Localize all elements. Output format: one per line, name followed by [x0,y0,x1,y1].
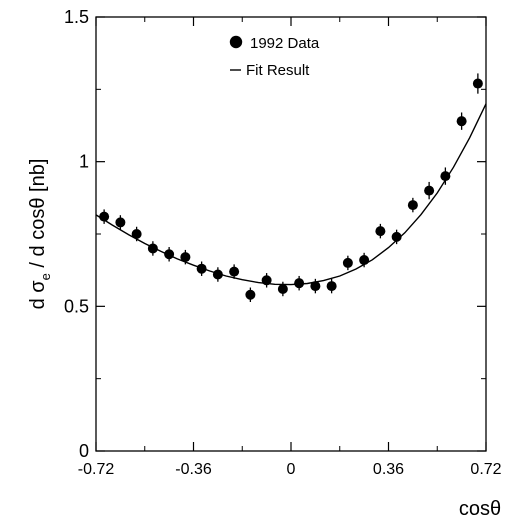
data-point [375,226,386,237]
data-point [472,78,483,89]
y-tick-label: 1.5 [64,7,89,27]
data-point [424,185,435,196]
data-point [456,116,467,127]
data-point [277,283,288,294]
data-point [359,255,370,266]
y-tick-label: 0.5 [64,296,89,316]
x-axis-label: cosθ [459,498,501,520]
y-axis-label-rest: / d cosθ [nb] [27,159,49,274]
legend: 1992 Data Fit Result [229,35,320,79]
plot-frame [95,16,487,452]
x-tick-label: 0.36 [373,461,404,478]
x-tick-label: -0.72 [78,461,115,478]
data-point [131,229,142,239]
data-point [261,275,272,286]
data-point [180,252,191,263]
data-point [391,231,402,242]
y-axis-label-main: d σ [27,280,49,310]
data-point [294,278,305,289]
data-point [212,269,223,280]
data-point [99,211,110,222]
x-tick-label: 0 [287,461,296,478]
data-point [196,263,207,274]
data-point [407,200,418,211]
data-point [115,217,126,228]
data-point [147,243,158,254]
axis-tick-labels: -0.72 -0.36 0 0.36 0.72 0 0.5 1 1.5 [64,7,502,478]
fit-result-curve [95,103,487,286]
x-tick-label: 0.72 [470,461,501,478]
y-axis-label-subscript: e [38,273,53,280]
axis-ticks [95,16,487,452]
data-points-layer [99,73,483,302]
data-point [310,281,321,292]
data-point [229,266,240,277]
legend-label-data: 1992 Data [250,35,320,52]
x-tick-label: -0.36 [175,461,212,478]
data-point [245,289,256,300]
legend-label-fit: Fit Result [246,62,310,79]
legend-marker-data [229,35,243,49]
data-point [342,257,353,268]
data-point [326,281,337,292]
y-tick-label: 1 [79,152,89,172]
data-point [440,171,451,182]
y-tick-label: 0 [79,441,89,461]
y-axis-label: d σe / d cosθ [nb] [27,159,53,310]
fit-curve-layer [95,103,487,286]
data-point [164,249,175,260]
